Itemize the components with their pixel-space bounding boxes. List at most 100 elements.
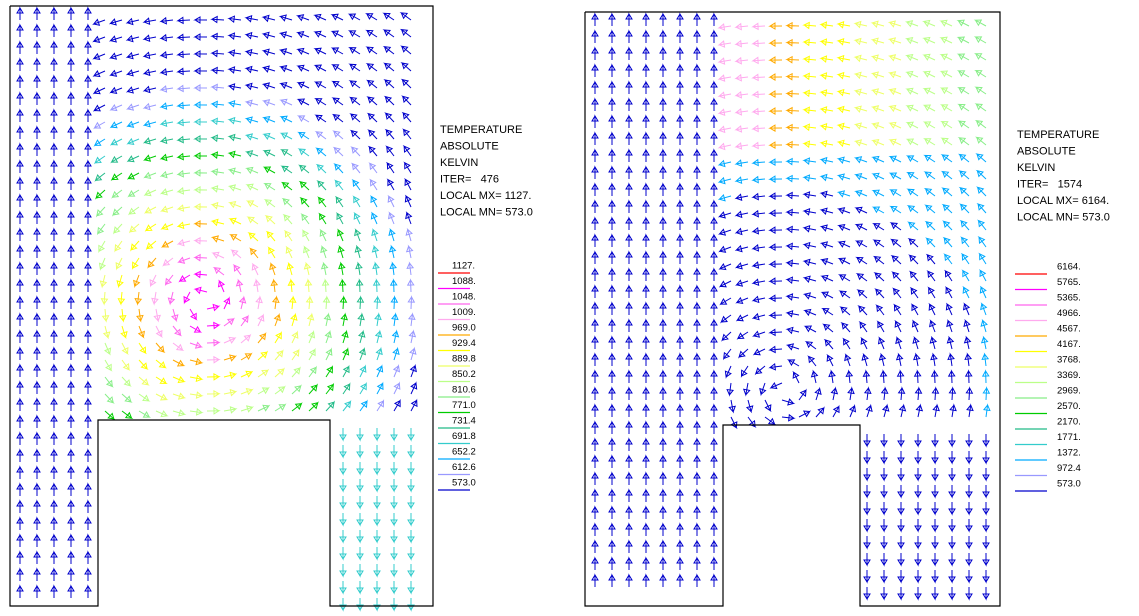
vector-arrow bbox=[326, 349, 332, 360]
vector-arrow bbox=[753, 297, 765, 303]
vector-arrow bbox=[719, 75, 731, 81]
vector-arrow bbox=[374, 445, 380, 457]
vector-arrow bbox=[866, 406, 872, 417]
vector-arrow bbox=[804, 259, 816, 265]
vector-arrow bbox=[178, 120, 190, 126]
vector-arrow bbox=[736, 92, 748, 98]
vector-arrow bbox=[949, 536, 955, 548]
vector-arrow bbox=[789, 360, 799, 366]
vector-arrow bbox=[305, 280, 311, 292]
vector-arrow bbox=[959, 54, 969, 60]
vector-arrow bbox=[85, 348, 91, 360]
vector-arrow bbox=[719, 144, 731, 150]
vector-arrow bbox=[340, 428, 346, 440]
vector-arrow bbox=[224, 298, 230, 309]
vector-arrow bbox=[927, 238, 935, 247]
vector-arrow bbox=[121, 326, 127, 337]
vector-arrow bbox=[307, 297, 313, 309]
vector-arrow bbox=[753, 177, 765, 183]
vector-arrow bbox=[17, 246, 23, 258]
vector-arrow bbox=[821, 56, 833, 62]
vector-arrow bbox=[592, 541, 598, 553]
vector-arrow bbox=[357, 496, 363, 508]
vector-arrow bbox=[122, 377, 130, 386]
vector-arrow bbox=[394, 366, 400, 377]
vector-arrow bbox=[822, 292, 833, 298]
vector-arrow bbox=[241, 406, 252, 412]
vector-arrow bbox=[753, 40, 765, 46]
vector-arrow bbox=[156, 411, 167, 417]
vector-arrow bbox=[873, 55, 884, 61]
vector-arrow bbox=[105, 360, 111, 370]
vector-arrow bbox=[405, 179, 411, 190]
vector-arrow bbox=[677, 422, 683, 434]
vector-arrow bbox=[161, 189, 173, 195]
vector-arrow bbox=[916, 405, 922, 417]
vector-arrow bbox=[229, 67, 241, 73]
vector-arrow bbox=[660, 252, 666, 264]
vector-arrow bbox=[804, 209, 816, 215]
vector-arrow bbox=[258, 315, 264, 326]
vector-arrow bbox=[881, 553, 887, 565]
vector-arrow bbox=[890, 173, 901, 179]
vector-arrow bbox=[34, 365, 40, 377]
vector-arrow bbox=[694, 354, 700, 366]
vector-arrow bbox=[924, 71, 935, 77]
vector-arrow bbox=[660, 575, 666, 587]
vector-arrow bbox=[17, 195, 23, 207]
vector-arrow bbox=[336, 181, 343, 190]
vector-arrow bbox=[317, 165, 326, 173]
vector-arrow bbox=[983, 388, 989, 400]
vector-arrow bbox=[821, 39, 833, 45]
vector-arrow bbox=[592, 116, 598, 128]
vector-arrow bbox=[391, 462, 397, 474]
legend-header: LOCAL MN= 573.0 bbox=[440, 206, 533, 218]
vector-arrow bbox=[592, 337, 598, 349]
vector-arrow bbox=[881, 451, 887, 463]
vector-arrow bbox=[626, 150, 632, 162]
vector-arrow bbox=[711, 167, 717, 179]
vector-arrow bbox=[161, 137, 173, 143]
vector-arrow bbox=[387, 146, 394, 156]
vector-arrow bbox=[949, 519, 955, 531]
vector-arrow bbox=[374, 479, 380, 491]
vector-arrow bbox=[864, 587, 870, 599]
vector-arrow bbox=[258, 388, 268, 394]
vector-arrow bbox=[677, 31, 683, 43]
vector-arrow bbox=[812, 371, 818, 383]
vector-arrow bbox=[770, 40, 782, 46]
vector-arrow bbox=[719, 195, 731, 201]
vector-arrow bbox=[367, 47, 377, 54]
vector-arrow bbox=[161, 120, 173, 126]
vector-arrow bbox=[958, 20, 969, 26]
vector-arrow bbox=[402, 46, 411, 54]
vector-arrow bbox=[609, 31, 615, 43]
legend-label: 929.4 bbox=[452, 338, 476, 349]
vector-arrow bbox=[941, 54, 952, 60]
vector-arrow bbox=[85, 25, 91, 37]
vector-arrow bbox=[932, 451, 938, 463]
legend-label: 972.4 bbox=[1057, 463, 1081, 474]
vector-arrow bbox=[592, 286, 598, 298]
vector-arrow bbox=[393, 349, 399, 360]
vector-arrow bbox=[51, 467, 57, 479]
vector-arrow bbox=[85, 212, 91, 224]
vector-arrow bbox=[96, 190, 105, 198]
vector-arrow bbox=[927, 255, 935, 264]
vector-arrow bbox=[626, 269, 632, 281]
vector-arrow bbox=[273, 297, 279, 309]
vector-arrow bbox=[282, 150, 292, 156]
vector-arrow bbox=[694, 439, 700, 451]
vector-arrow bbox=[821, 141, 833, 147]
vector-arrow bbox=[335, 164, 343, 173]
vector-arrow bbox=[249, 233, 258, 241]
vector-arrow bbox=[694, 167, 700, 179]
vector-arrow bbox=[643, 439, 649, 451]
vector-arrow bbox=[720, 247, 731, 253]
vector-arrow bbox=[805, 326, 816, 332]
vector-arrow bbox=[643, 150, 649, 162]
legend-header: KELVIN bbox=[440, 157, 478, 169]
vector-arrow bbox=[881, 570, 887, 582]
vector-arrow bbox=[626, 575, 632, 587]
vector-arrow bbox=[332, 14, 343, 20]
